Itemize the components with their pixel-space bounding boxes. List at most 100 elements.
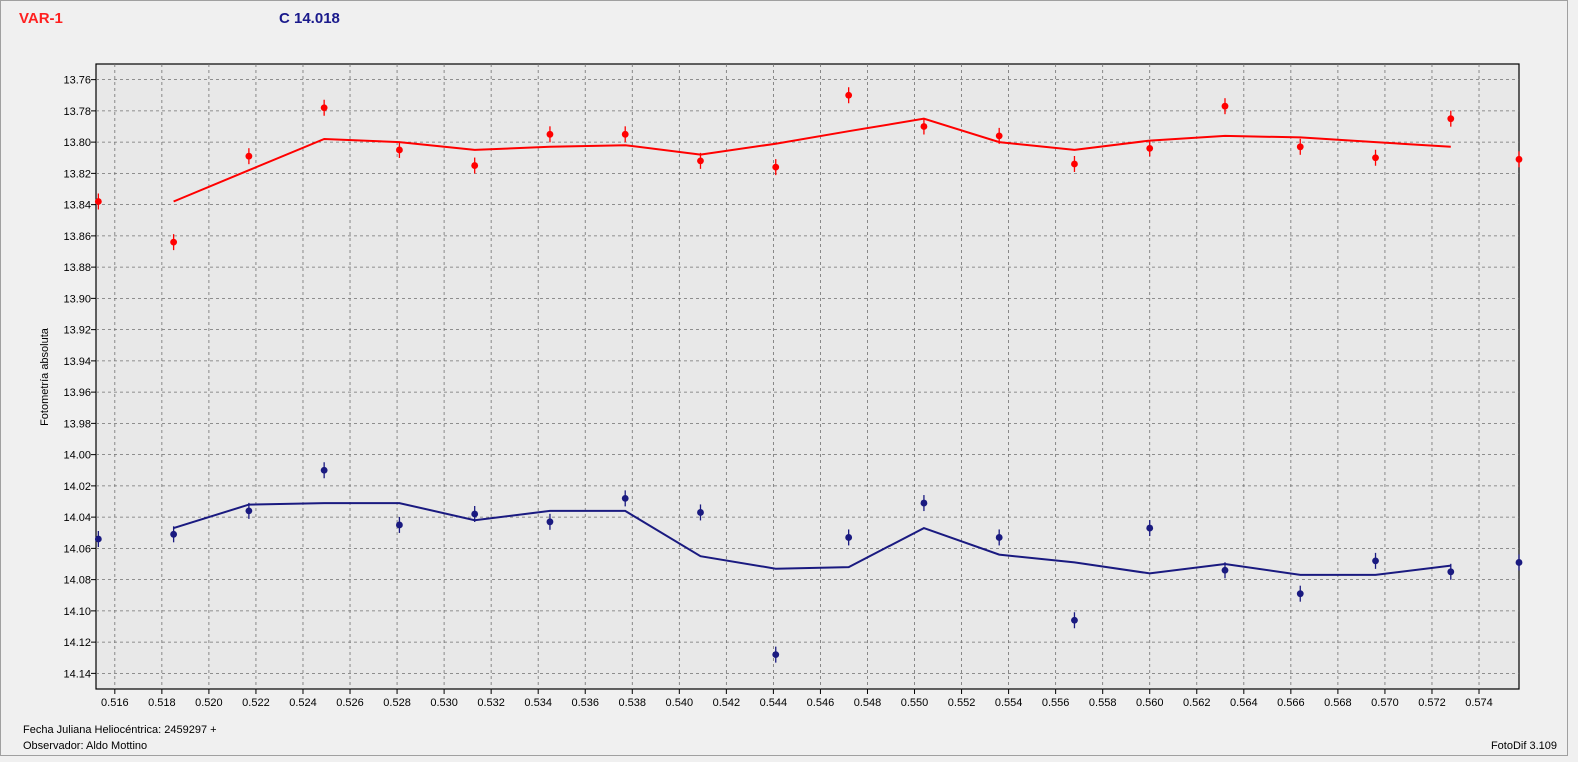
- y-tick-label: 13.92: [63, 325, 91, 337]
- x-tick-label: 0.568: [1324, 697, 1352, 709]
- x-tick-label: 0.530: [430, 697, 458, 709]
- y-tick-label: 13.90: [63, 293, 91, 305]
- y-tick-label: 13.76: [63, 75, 91, 87]
- y-tick-label: 13.84: [63, 200, 91, 212]
- var-data-point: [546, 130, 554, 138]
- comp-data-point: [995, 534, 1003, 541]
- series-layer: [94, 87, 1523, 663]
- x-tick-label: 0.520: [195, 697, 223, 709]
- comp-data-point: [546, 518, 554, 526]
- x-tick-label: 0.550: [901, 697, 929, 709]
- variable-star-label: VAR-1: [19, 10, 63, 27]
- comp-data-point: [1146, 524, 1154, 532]
- x-tick-label: 0.570: [1371, 697, 1399, 709]
- x-tick-label: 0.554: [995, 697, 1023, 709]
- comp-trend-line: [173, 502, 1451, 576]
- comp-data-point: [845, 534, 853, 541]
- comp-data-point: [396, 521, 403, 529]
- y-tick-label: 14.04: [63, 512, 91, 524]
- comp-data-point: [471, 510, 479, 518]
- x-tick-label: 0.518: [148, 697, 176, 709]
- x-tick-label: 0.534: [524, 697, 552, 709]
- x-tick-label: 0.558: [1089, 697, 1117, 709]
- comparison-star-label: C 14.018: [279, 10, 340, 27]
- var-data-point: [621, 130, 629, 138]
- var-data-point: [245, 152, 253, 160]
- comp-data-point: [1296, 590, 1304, 598]
- y-tick-label: 13.98: [63, 418, 91, 430]
- x-tick-label: 0.564: [1230, 697, 1258, 709]
- var-data-point: [995, 132, 1003, 140]
- comp-data-point: [1071, 616, 1078, 624]
- y-tick-label: 13.96: [63, 387, 91, 399]
- comp-data-point: [94, 535, 102, 543]
- comp-data-point: [1372, 557, 1379, 565]
- comp-data-point: [772, 651, 780, 659]
- y-tick-label: 13.86: [63, 231, 91, 243]
- x-tick-label: 0.532: [477, 697, 505, 709]
- var-data-point: [396, 146, 403, 154]
- comp-data-point: [920, 499, 928, 507]
- comp-data-point: [1447, 568, 1455, 576]
- x-tick-label: 0.552: [948, 697, 976, 709]
- observer-label: Observador: Aldo Mottino: [23, 740, 148, 752]
- x-tick-label: 0.574: [1465, 697, 1493, 709]
- x-tick-label: 0.522: [242, 697, 270, 709]
- y-tick-label: 13.94: [63, 356, 91, 368]
- comp-data-point: [170, 530, 178, 538]
- x-tick-label: 0.544: [760, 697, 788, 709]
- var-data-point: [471, 162, 479, 169]
- y-tick-label: 13.88: [63, 262, 91, 274]
- comp-data-point: [245, 507, 253, 515]
- y-tick-label: 14.12: [63, 637, 91, 649]
- x-tick-label: 0.526: [336, 697, 364, 709]
- x-tick-label: 0.536: [571, 697, 599, 709]
- comp-data-point: [1515, 559, 1523, 566]
- y-tick-label: 13.80: [63, 137, 91, 149]
- x-tick-label: 0.572: [1418, 697, 1446, 709]
- x-tick-label: 0.562: [1183, 697, 1211, 709]
- var-data-point: [1071, 160, 1078, 168]
- y-tick-label: 14.02: [63, 481, 91, 493]
- var-trend-line: [173, 117, 1451, 203]
- x-tick-label: 0.566: [1277, 697, 1305, 709]
- comp-series: [94, 462, 1523, 663]
- var-data-point: [320, 104, 328, 112]
- software-version-label: FotoDif 3.109: [1490, 740, 1557, 752]
- x-tick-label: 0.548: [854, 697, 882, 709]
- photometry-chart: 13.76 13.78 13.80 13.82 13.84 13.86 13.88 13.90…: [39, 63, 1523, 709]
- y-tick-label: 13.78: [63, 106, 91, 118]
- comp-data-point: [621, 494, 629, 502]
- plot-area: [95, 63, 1520, 690]
- julian-date-label: Fecha Juliana Heliocéntrica: 2459297 +: [23, 724, 217, 736]
- x-tick-label: 0.542: [713, 697, 741, 709]
- y-tick-label: 14.10: [63, 606, 91, 618]
- var-data-point: [1372, 154, 1379, 162]
- x-tick-label: 0.528: [383, 697, 411, 709]
- y-axis-label: Fotometría absoluta: [39, 327, 51, 426]
- x-tick-label: 0.540: [666, 697, 694, 709]
- x-axis: 0.516 0.518 0.520 0.522 0.524 0.526 0.528 0.530…: [101, 689, 1493, 709]
- y-tick-label: 13.82: [63, 168, 91, 180]
- var-data-point: [1515, 155, 1523, 163]
- y-axis: 13.76 13.78 13.80 13.82 13.84 13.86 13.88 13.90…: [63, 75, 96, 680]
- var-data-point: [94, 198, 102, 205]
- comp-data-point: [1221, 566, 1229, 574]
- y-tick-label: 14.06: [63, 543, 91, 555]
- y-tick-label: 14.08: [63, 575, 91, 587]
- x-tick-label: 0.546: [807, 697, 835, 709]
- x-tick-label: 0.538: [619, 697, 647, 709]
- y-tick-label: 14.14: [63, 668, 91, 680]
- var-data-point: [170, 238, 178, 246]
- var-data-point: [1447, 115, 1455, 123]
- var-data-point: [1296, 143, 1304, 151]
- var-data-point: [1146, 144, 1154, 152]
- comp-data-point: [697, 509, 704, 516]
- var-data-point: [697, 157, 704, 165]
- comp-data-point: [320, 466, 328, 474]
- var-series: [94, 87, 1523, 251]
- var-data-point: [845, 91, 853, 99]
- var-data-point: [1221, 102, 1229, 110]
- y-tick-label: 14.00: [63, 450, 91, 462]
